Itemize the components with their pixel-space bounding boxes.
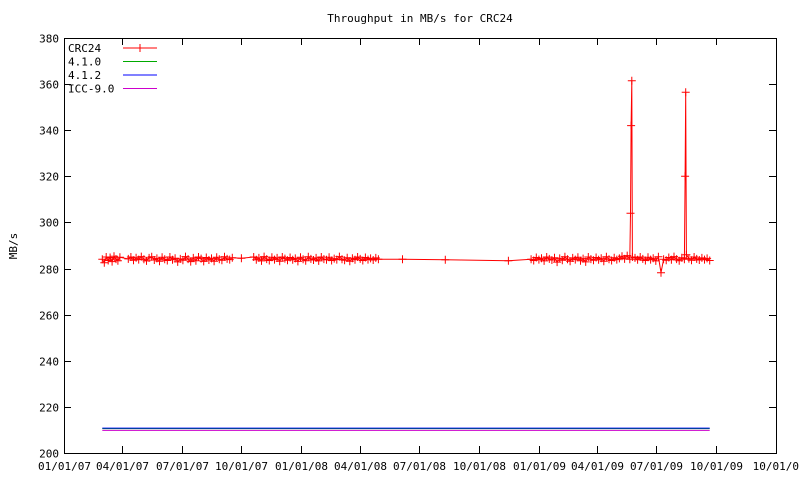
y-tick-label: 280: [39, 264, 59, 277]
x-tick-label: 07/01/08: [393, 460, 446, 473]
legend-label: CRC24: [68, 42, 101, 55]
data-point: [681, 88, 690, 97]
x-tick-label: 01/01/07: [38, 460, 91, 473]
y-axis-label: MB/s: [7, 233, 20, 260]
data-point: [115, 253, 124, 262]
x-tick-label: 10/01/07: [215, 460, 268, 473]
y-tick-label: 300: [39, 217, 59, 230]
legend-label: ICC-9.0: [68, 83, 114, 96]
x-tick-label: 04/01/07: [96, 460, 149, 473]
data-point: [374, 255, 383, 264]
x-tick-label: 01/01/09: [513, 460, 566, 473]
data-point: [651, 256, 660, 265]
data-point: [680, 255, 689, 264]
data-point: [398, 255, 407, 264]
plot-frame: [64, 38, 777, 454]
data-point: [113, 256, 122, 265]
x-tick-label: 04/01/08: [334, 460, 387, 473]
y-tick-label: 220: [39, 402, 59, 415]
x-tick-label: 10/01/09: [690, 460, 743, 473]
x-tick-label: 07/01/09: [630, 460, 683, 473]
x-tick-label: 01/01/08: [275, 460, 328, 473]
data-point: [657, 268, 665, 277]
data-point: [275, 257, 284, 266]
y-tick-label: 260: [39, 310, 59, 323]
x-axis: 01/01/07 04/01/07 07/01/07 10/01/07 01/01/08…: [38, 38, 799, 473]
data-point: [626, 209, 635, 218]
data-point: [599, 257, 608, 266]
y-tick-label: 320: [39, 171, 59, 184]
y-tick-label: 200: [39, 448, 59, 461]
data-point: [112, 255, 120, 264]
data-point: [504, 256, 513, 265]
x-tick-label: 10/01/08: [453, 460, 506, 473]
data-point: [654, 252, 663, 261]
data-point: [441, 255, 450, 264]
series-line-crc24: [101, 80, 711, 273]
y-tick-label: 380: [39, 33, 59, 46]
series-layer: [98, 76, 714, 431]
data-point: [293, 257, 302, 266]
chart-title: Throughput in MB/s for CRC24: [327, 12, 513, 25]
x-tick-label: 04/01/09: [571, 460, 624, 473]
data-point: [627, 76, 636, 85]
data-point: [550, 253, 559, 262]
x-tick-label: 10/01/0: [753, 460, 799, 473]
data-point: [627, 121, 636, 130]
y-tick-label: 240: [39, 356, 59, 369]
y-axis: 200 220 240 260 280 300 320 340 360 380: [39, 33, 776, 461]
data-point: [106, 253, 115, 262]
y-tick-label: 340: [39, 125, 59, 138]
legend-marker: [136, 44, 144, 52]
data-point: [681, 172, 690, 181]
x-tick-label: 07/01/07: [156, 460, 209, 473]
data-point: [257, 256, 266, 265]
legend-label: 4.1.2: [68, 69, 101, 82]
data-point: [581, 257, 590, 266]
data-point: [228, 253, 237, 262]
legend-label: 4.1.0: [68, 56, 101, 69]
y-tick-label: 360: [39, 79, 59, 92]
data-point: [237, 254, 246, 263]
data-point: [705, 256, 714, 265]
